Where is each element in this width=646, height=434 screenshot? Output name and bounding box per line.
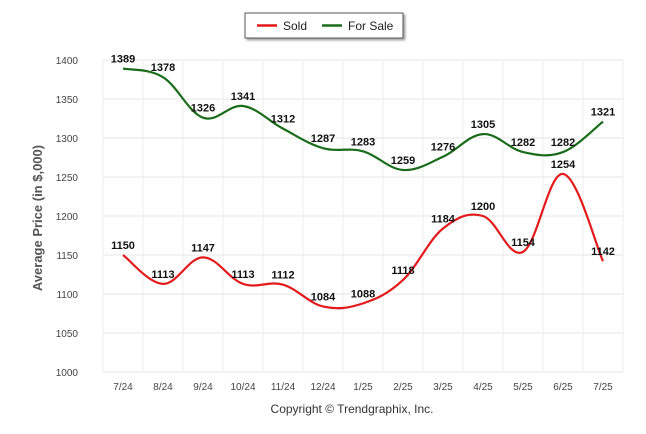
data-label-sold: 1113 bbox=[231, 269, 254, 281]
data-label-for-sale: 1341 bbox=[231, 91, 255, 103]
copyright-credit: Copyright © Trendgraphix, Inc. bbox=[271, 402, 434, 416]
x-tick-label: 9/24 bbox=[193, 382, 213, 393]
y-axis-ticks: 1000 1050 1100 1150 1200 1250 1300 1350 1400 bbox=[56, 56, 79, 379]
data-label-for-sale: 1389 bbox=[111, 54, 135, 66]
data-label-sold: 1088 bbox=[351, 288, 375, 300]
data-label-sold: 1142 bbox=[591, 246, 615, 258]
y-tick-label: 1350 bbox=[56, 95, 79, 106]
legend-items: Sold For Sale bbox=[257, 19, 394, 33]
data-label-sold: 1113 bbox=[151, 269, 174, 281]
data-label-sold: 1118 bbox=[391, 265, 414, 277]
y-tick-label: 1250 bbox=[56, 173, 79, 184]
data-label-sold: 1147 bbox=[191, 242, 215, 254]
x-tick-label: 7/25 bbox=[593, 382, 613, 393]
data-label-sold: 1154 bbox=[511, 237, 536, 249]
data-label-for-sale: 1283 bbox=[351, 136, 375, 148]
x-axis-ticks: 7/24 8/24 9/24 10/24 11/24 12/24 1/25 2/25 3/25 4… bbox=[113, 382, 613, 393]
x-tick-label: 2/25 bbox=[393, 382, 413, 393]
data-label-for-sale: 1259 bbox=[391, 155, 415, 167]
data-label-sold: 1200 bbox=[471, 201, 495, 213]
data-labels: 1150 1113 1147 1113 1112 1084 1088 1118 1184 1200… bbox=[111, 54, 615, 304]
y-tick-label: 1050 bbox=[56, 329, 79, 340]
data-label-for-sale: 1276 bbox=[431, 142, 455, 154]
data-label-sold: 1084 bbox=[311, 291, 336, 303]
y-tick-label: 1000 bbox=[56, 368, 79, 379]
data-label-for-sale: 1326 bbox=[191, 103, 215, 115]
data-label-for-sale: 1282 bbox=[551, 137, 575, 149]
data-label-sold: 1254 bbox=[551, 159, 576, 171]
x-tick-label: 12/24 bbox=[310, 382, 335, 393]
x-tick-label: 11/24 bbox=[271, 382, 296, 393]
x-tick-label: 4/25 bbox=[473, 382, 493, 393]
series-line-for-sale bbox=[122, 67, 604, 172]
y-tick-label: 1400 bbox=[56, 56, 79, 67]
data-label-for-sale: 1282 bbox=[511, 137, 535, 149]
y-tick-label: 1200 bbox=[56, 212, 79, 223]
data-label-sold: 1184 bbox=[431, 213, 456, 225]
data-label-for-sale: 1378 bbox=[151, 62, 175, 74]
y-tick-label: 1100 bbox=[56, 290, 78, 301]
x-tick-label: 5/25 bbox=[513, 382, 533, 393]
legend: Sold For Sale bbox=[244, 12, 404, 39]
y-axis-title: Average Price (in $,000) bbox=[30, 145, 45, 291]
x-tick-label: 1/25 bbox=[353, 382, 373, 393]
x-tick-label: 8/24 bbox=[153, 382, 173, 393]
legend-label-for-sale: For Sale bbox=[348, 19, 394, 33]
gridlines bbox=[102, 59, 624, 373]
series-lines bbox=[122, 67, 605, 310]
data-label-sold: 1150 bbox=[111, 240, 135, 252]
data-label-for-sale: 1305 bbox=[471, 119, 495, 131]
y-tick-label: 1300 bbox=[56, 134, 79, 145]
data-label-sold: 1112 bbox=[271, 270, 294, 282]
x-tick-label: 7/24 bbox=[113, 382, 133, 393]
data-label-for-sale: 1321 bbox=[591, 107, 615, 119]
data-label-for-sale: 1312 bbox=[271, 114, 295, 126]
x-tick-label: 6/25 bbox=[553, 382, 573, 393]
x-tick-label: 10/24 bbox=[230, 382, 255, 393]
series-line-sold bbox=[122, 172, 605, 310]
data-label-for-sale: 1287 bbox=[311, 133, 335, 145]
x-tick-label: 3/25 bbox=[433, 382, 453, 393]
y-tick-label: 1150 bbox=[56, 251, 78, 262]
legend-label-sold: Sold bbox=[283, 19, 307, 33]
